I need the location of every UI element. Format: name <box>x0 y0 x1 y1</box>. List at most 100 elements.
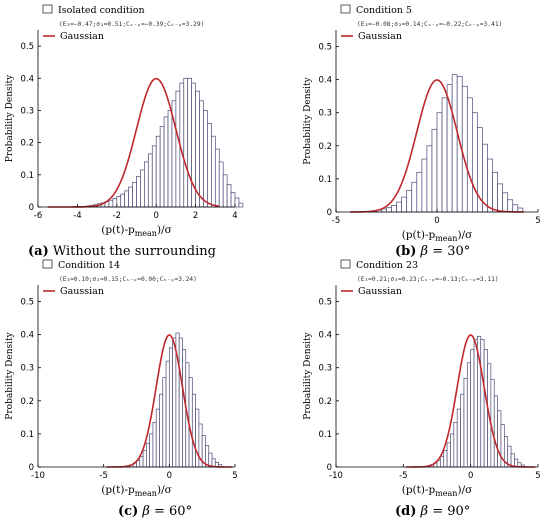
histogram-bar <box>421 158 428 213</box>
histogram-bar <box>401 196 408 213</box>
legend-label-condition: Condition 5 <box>356 5 412 16</box>
y-tick-label: 0 <box>29 463 34 473</box>
x-axis-title-subscript: mean <box>135 229 157 238</box>
histogram-bar <box>203 110 208 208</box>
histogram-bar <box>152 421 157 468</box>
y-tick-label: 0.3 <box>20 106 34 116</box>
y-tick-label: 0.1 <box>318 430 332 440</box>
histogram-bar <box>406 190 413 213</box>
histogram-bar <box>136 176 141 208</box>
histogram-bar <box>195 408 200 468</box>
caption-a-text: Without the surrounding <box>48 244 216 259</box>
histogram-bar <box>487 158 493 213</box>
legend-label-gaussian: Gaussian <box>60 286 104 297</box>
histogram-bar <box>199 100 204 208</box>
y-tick-label: 0.2 <box>318 397 332 407</box>
gaussian-curve <box>350 79 524 213</box>
histogram-bar <box>183 77 189 208</box>
x-axis-title-tail: )/σ <box>157 484 172 496</box>
histogram-bar <box>391 205 397 213</box>
caption-d-label: (d) <box>395 504 417 519</box>
histogram-bar <box>238 202 244 208</box>
x-tick-label: -5 <box>99 471 107 481</box>
histogram-bar <box>222 174 228 208</box>
histogram-bar <box>411 181 418 213</box>
histogram-bar <box>159 393 164 468</box>
x-tick-label: 0 <box>153 211 158 221</box>
histogram-bar <box>443 450 448 468</box>
histogram-bar <box>466 362 472 468</box>
histogram-bar <box>466 97 473 213</box>
caption-c: (c) β = 60° <box>118 504 192 519</box>
histogram-bar <box>460 393 465 468</box>
x-tick-label: 0 <box>434 216 439 226</box>
histogram-bar <box>431 128 438 213</box>
x-axis-title-tail: )/σ <box>157 224 172 236</box>
histogram-bar <box>497 410 502 468</box>
histogram-bar <box>463 377 468 468</box>
histogram-bar <box>218 161 224 208</box>
histogram-bar <box>155 135 161 208</box>
y-tick-label: 0.4 <box>318 331 332 341</box>
histogram-bar <box>142 450 147 468</box>
histogram-bar <box>120 193 126 208</box>
caption-c-text: = 60° <box>149 504 193 519</box>
histogram-bar <box>450 433 455 468</box>
histogram-bar <box>214 148 220 208</box>
y-tick-label: 0.2 <box>20 397 34 407</box>
legend-stats: (E₃=−0.47;σ₃=0.51;Cₛ₋ₚ=−0.39;Cₖ₋ₚ=3.29) <box>59 21 204 28</box>
legend-label-condition: Condition 23 <box>356 260 418 271</box>
legend-stats: (E₃=0.10;σ₃=0.15;Cₛ₋ₚ=0.00;Cₖ₋ₚ=3.24) <box>59 276 197 283</box>
y-tick-label: 0.3 <box>20 364 34 374</box>
y-tick-label: 0.1 <box>20 430 34 440</box>
y-axis-title: Probability Density <box>303 76 313 164</box>
caption-a: (a) Without the surrounding <box>28 244 216 259</box>
histogram-bar <box>159 126 165 208</box>
x-axis-title: (p(t)-pmean)/σ <box>101 484 172 498</box>
y-tick-label: 0.1 <box>318 175 332 185</box>
histogram-bar <box>492 171 498 213</box>
caption-a-label: (a) <box>28 244 49 259</box>
panel-c: -10 -5 0 5 0 0.1 0.2 0.3 0.4 0.5 Probability Densi… <box>5 259 238 498</box>
histogram-bar <box>230 192 236 208</box>
y-tick-label: 0.5 <box>318 298 332 308</box>
x-tick-label: -2 <box>113 211 121 221</box>
histogram-bar <box>151 145 157 208</box>
histogram-bar <box>162 377 167 468</box>
y-tick-label: 0 <box>327 208 332 218</box>
histogram-bar <box>461 85 468 213</box>
y-tick-label: 0.4 <box>20 74 34 84</box>
histogram-bar <box>149 433 154 468</box>
caption-b-label: (b) <box>395 244 417 259</box>
histogram-bar <box>128 186 133 208</box>
x-tick-label: -5 <box>399 471 407 481</box>
histogram-bar <box>116 196 122 208</box>
histogram-bar <box>155 408 160 468</box>
histogram-bar <box>226 184 232 208</box>
x-axis-title: (p(t)-pmean)/σ <box>402 484 473 498</box>
histogram-bar <box>187 77 193 208</box>
caption-c-label: (c) <box>118 504 139 519</box>
histogram-bar <box>165 360 170 468</box>
y-axis-title: Probability Density <box>5 331 15 419</box>
x-tick-label: 5 <box>232 471 237 481</box>
x-axis-title-subscript: mean <box>435 489 457 498</box>
histogram-bar <box>502 192 509 213</box>
legend-label-condition: Isolated condition <box>58 5 145 16</box>
x-tick-label: 4 <box>232 211 237 221</box>
legend-box-swatch <box>340 4 351 14</box>
x-axis-title-main: (p(t)-p <box>402 229 436 241</box>
y-tick-label: 0.5 <box>318 43 332 53</box>
y-tick-label: 0.3 <box>318 109 332 119</box>
legend-stats: (E₃=−0.08;σ₃=0.14;Cₛ₋ₚ=−0.22;Cₖ₋ₚ=3.41) <box>357 21 502 28</box>
legend-label-gaussian: Gaussian <box>60 31 104 42</box>
caption-b-text: = 30° <box>428 244 471 259</box>
x-axis-title-main: (p(t)-p <box>101 224 135 236</box>
y-tick-label: 0 <box>29 203 34 213</box>
histogram-bar <box>144 161 149 208</box>
x-tick-label: 2 <box>193 211 198 221</box>
x-axis-title-main: (p(t)-p <box>101 484 135 496</box>
y-tick-label: 0.2 <box>318 142 332 152</box>
legend-box-swatch <box>42 4 53 14</box>
